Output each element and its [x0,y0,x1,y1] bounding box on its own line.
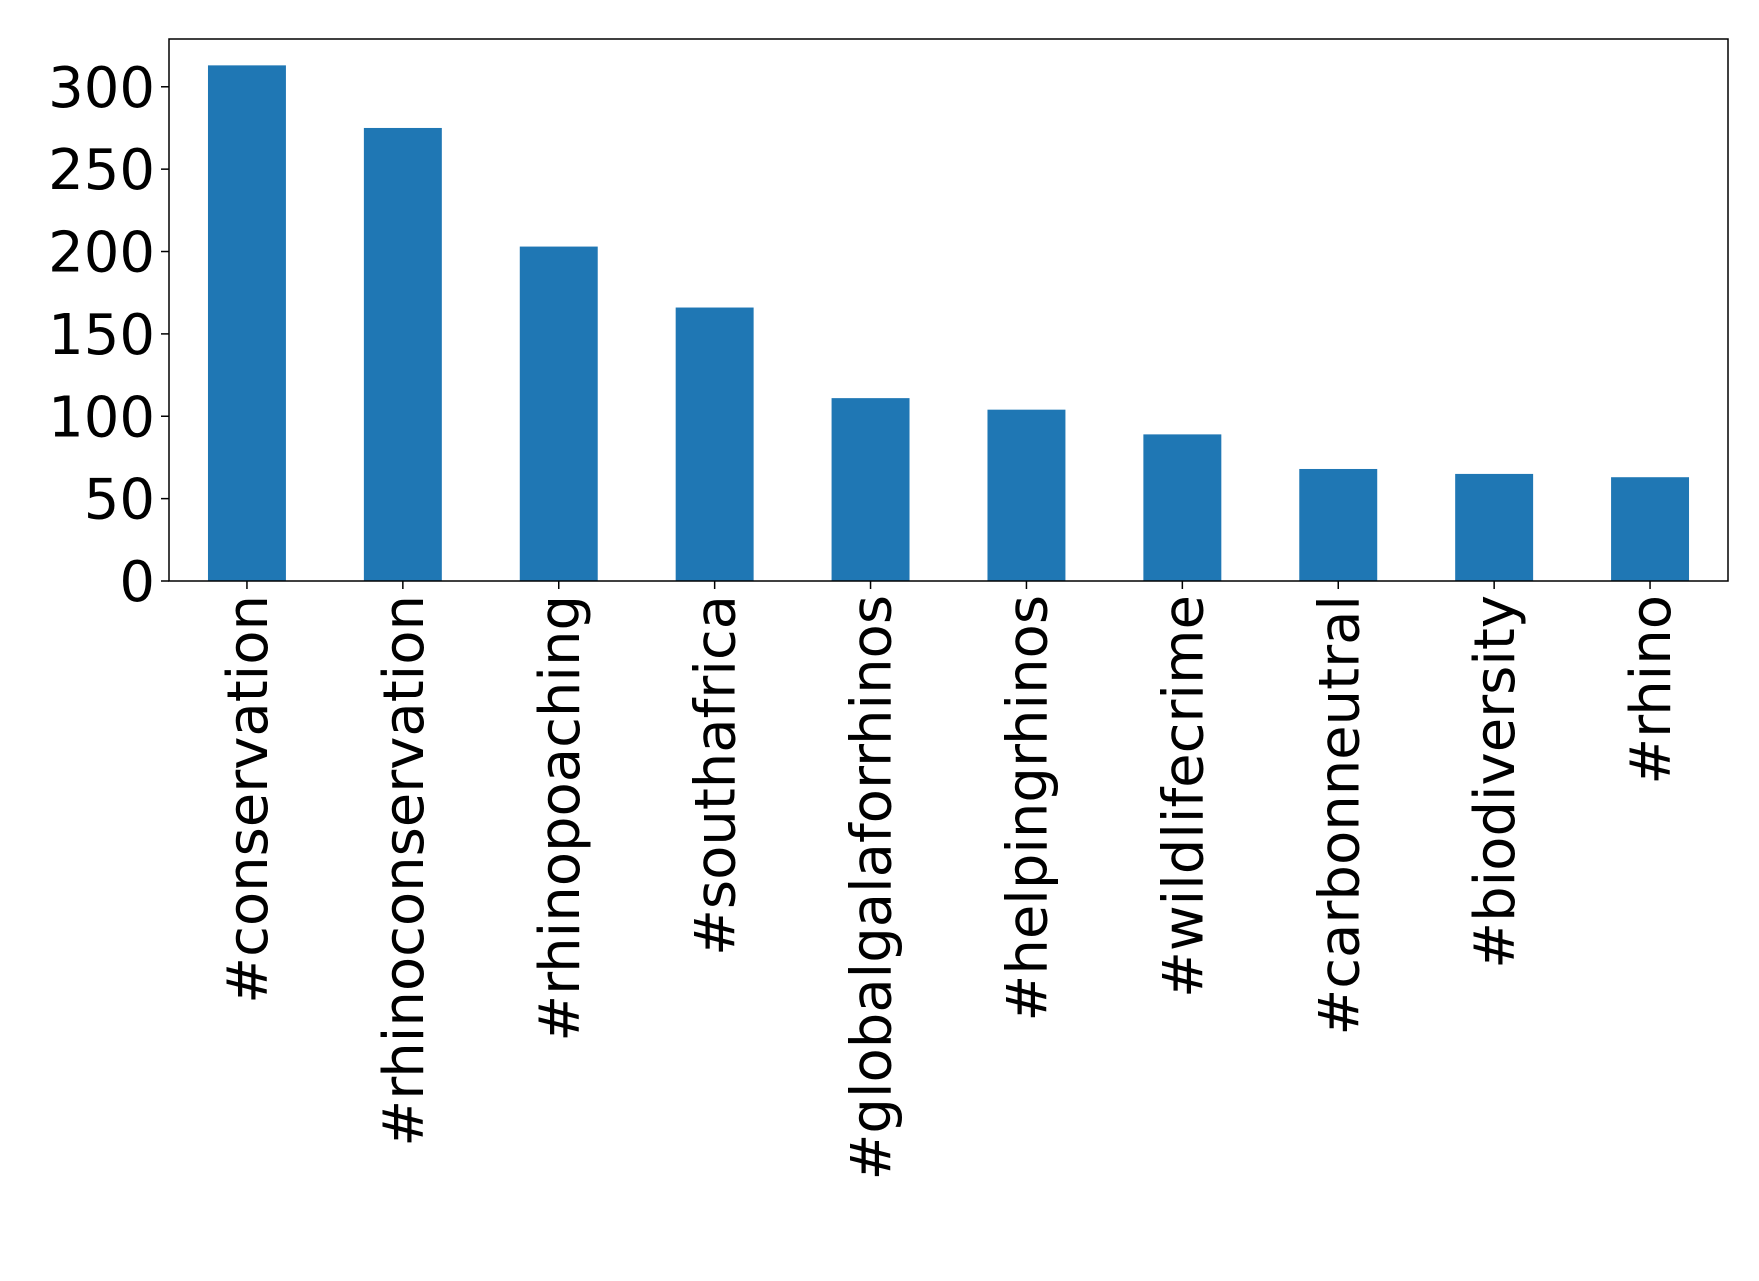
bar [363,127,442,582]
bar [207,65,286,582]
bar [1299,468,1378,581]
x-tick-label: #southafrica [684,595,749,956]
plot-frame [168,38,1729,582]
x-tick-label: #conservation [216,595,281,1004]
x-tick-label: #globalgalaforrhinos [840,595,905,1180]
bar [675,307,754,581]
y-tick-label: 150 [48,303,155,368]
y-tick-label: 300 [48,56,155,121]
y-tick-label: 250 [48,138,155,203]
x-tick-label: #carbonneutral [1307,595,1372,1036]
x-tick-label: #rhino [1619,595,1684,785]
x-tick-label: #rhinoconservation [372,595,437,1147]
bar [1611,477,1690,581]
y-tick-label: 50 [84,468,155,533]
x-tick-label: #helpingrhinos [995,595,1060,1022]
bar [1143,434,1222,581]
bar [987,409,1066,581]
x-tick-label: #rhinopoaching [528,595,593,1042]
x-tick-label: #biodiversity [1463,595,1528,969]
bar [519,246,598,581]
y-tick-label: 200 [48,221,155,286]
x-tick-label: #wildlifecrime [1151,595,1216,998]
y-tick-label: 100 [48,385,155,450]
bar [831,398,910,581]
y-tick-label: 0 [119,550,155,615]
bar [1455,473,1534,581]
